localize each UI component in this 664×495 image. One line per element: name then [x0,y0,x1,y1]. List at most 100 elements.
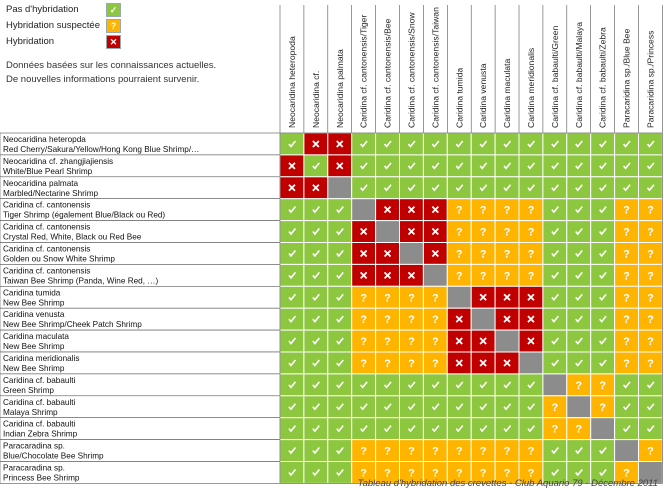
cross-icon [431,206,439,214]
row-species: Neocaridina heteropda [3,135,86,144]
check-icon [575,359,583,367]
matrix-cell [279,263,305,287]
cross-icon [431,249,439,258]
matrix-cell [638,154,663,178]
check-icon [407,425,416,433]
question-icon: ? [623,227,630,239]
check-icon [551,184,559,192]
check-icon [407,140,416,148]
matrix-cell [614,373,639,397]
caption: Tableau d'hybridation des crevettes - Cl… [357,478,658,489]
cross-icon [383,206,392,214]
check-icon [407,162,416,170]
check-icon [622,140,631,148]
matrix-cell [590,307,616,331]
check-icon [288,403,297,411]
check-icon [551,271,559,280]
check-icon [455,162,464,170]
matrix-cell [375,417,401,441]
question-icon: ? [575,380,582,392]
matrix-cell [566,439,592,463]
row-common-name: Blue/Chocolate Bee Shrimp [3,452,104,461]
matrix-cell [566,263,592,287]
cross-icon [527,337,535,345]
row-common-name: New Bee Shrimp/Cheek Patch Shrimp [3,320,142,329]
row-common-name: Taiwan Bee Shrimp (Panda, Wine Red, …) [3,276,158,285]
matrix-cell [542,307,568,331]
check-icon [312,468,320,477]
check-icon [575,447,583,455]
check-icon [336,359,344,367]
check-icon [431,140,440,148]
matrix-cell [327,417,353,441]
matrix-cell [470,176,496,200]
matrix-cell [375,154,401,178]
matrix-cell [279,285,305,309]
question-icon: ? [360,446,367,458]
check-icon [336,381,344,389]
check-icon [360,425,368,433]
row-species: Caridina cf. cantonensis [3,266,90,275]
column-header: Caridina venusta [478,63,488,128]
matrix-cell [303,198,329,222]
question-icon: ? [647,227,654,239]
question-icon: ? [528,248,535,260]
check-icon [383,381,392,389]
check-icon [599,206,607,214]
question-icon: ? [384,336,391,348]
matrix-cell [422,176,448,200]
check-icon [503,184,512,192]
question-icon: ? [647,248,654,260]
check-icon [407,381,416,389]
check-icon [288,315,297,323]
question-icon: ? [551,424,558,436]
matrix-cell [518,132,544,156]
check-icon [479,403,488,411]
check-icon [312,403,320,411]
check-icon [527,162,536,170]
check-icon [575,140,583,148]
check-icon [336,337,344,345]
matrix-cell [279,351,305,375]
question-icon: ? [456,446,463,458]
matrix-cell [303,220,329,244]
row-common-name: New Bee Shrimp [3,342,65,351]
matrix-cell [590,263,616,287]
matrix-cell [518,176,544,200]
matrix-cell [590,220,616,244]
matrix-cell [422,263,448,287]
matrix-cell [590,439,616,463]
check-icon [599,447,607,455]
check-icon [551,206,559,214]
check-icon [575,468,583,477]
matrix-cell [542,285,568,309]
check-icon [599,249,607,258]
check-icon [551,162,559,170]
matrix-cell [303,417,329,441]
check-icon [575,184,583,192]
question-icon: ? [480,446,487,458]
check-icon [575,293,583,302]
check-icon [646,162,655,170]
question-icon: ? [623,314,630,326]
check-icon [551,249,559,258]
matrix-cell [303,307,329,331]
legend-item-no-hybrid: Pas d'hybridation ✓ [6,2,121,18]
note-line-1: Données basées sur les connaissances act… [6,60,217,71]
matrix-cell [518,417,544,441]
question-icon: ? [504,270,511,282]
question-icon: ? [551,402,558,414]
legend-item-suspected: Hybridation suspectée ? [6,18,121,34]
matrix-cell [518,373,544,397]
cross-icon [503,293,511,301]
row-species: Neocaridina cf. zhangjiajiensis [3,157,113,166]
column-header: Neocaridina cf. [311,71,321,128]
question-icon: ? [432,358,439,370]
matrix-cell [327,242,353,265]
check-icon [479,140,488,148]
question-icon: ? [456,270,463,282]
check-icon [288,293,297,302]
cross-icon [383,249,392,258]
matrix-cell [279,417,305,441]
